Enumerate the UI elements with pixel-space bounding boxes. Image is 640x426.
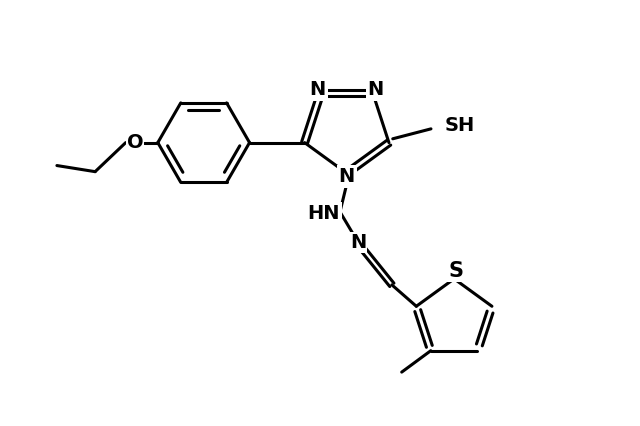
Text: N: N [368,81,384,100]
Text: N: N [350,233,366,251]
Text: O: O [127,133,143,152]
Text: N: N [310,81,326,100]
Text: N: N [339,167,355,186]
Text: SH: SH [445,116,475,135]
Text: HN: HN [308,204,340,222]
Text: S: S [448,261,463,281]
